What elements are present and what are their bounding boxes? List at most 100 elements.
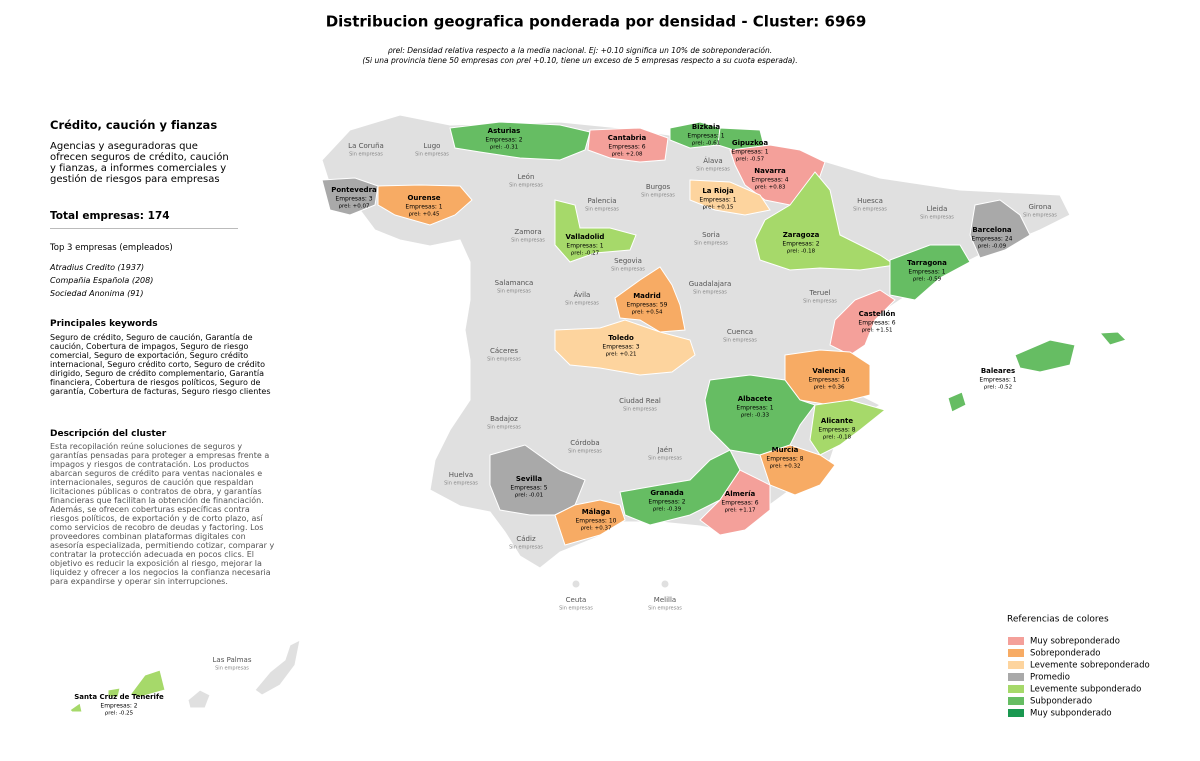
province-shape bbox=[947, 391, 967, 413]
province-rho: ρrel: +1.51 bbox=[862, 328, 893, 334]
province-rho: ρrel: +0.37 bbox=[581, 526, 613, 532]
province-status: Sin empresas bbox=[1023, 213, 1057, 219]
province-companies: Empresas: 8 bbox=[766, 456, 803, 463]
keywords-title: Principales keywords bbox=[50, 319, 158, 329]
province-shape bbox=[129, 669, 166, 698]
total: Total empresas: 174 bbox=[50, 210, 170, 222]
province-shape bbox=[969, 199, 1031, 259]
province-name: Segovia bbox=[614, 257, 642, 265]
province-status: Sin empresas bbox=[641, 193, 675, 199]
province-name: Ciudad Real bbox=[619, 397, 661, 405]
province-companies: Empresas: 2 bbox=[100, 703, 137, 710]
legend-label: Levemente sobreponderado bbox=[1030, 661, 1150, 671]
province-name: Gipuzkoa bbox=[732, 139, 768, 147]
province-shape bbox=[1014, 339, 1076, 373]
cluster-name: Crédito, caución y fianzas bbox=[50, 118, 218, 132]
province-rho: ρrel: -0.18 bbox=[823, 435, 852, 441]
province-rho: ρrel: -0.31 bbox=[490, 145, 518, 151]
las-palmas-island bbox=[187, 689, 211, 709]
province-name: Cádiz bbox=[516, 535, 536, 543]
province-rho: ρrel: -0.01 bbox=[515, 493, 543, 499]
province-status: Sin empresas bbox=[648, 606, 682, 612]
province-rho: ρrel: -0.33 bbox=[741, 413, 770, 419]
province-status: Sin empresas bbox=[585, 207, 619, 213]
province-name: Salamanca bbox=[495, 279, 534, 287]
legend: Referencias de colores Muy sobreponderado… bbox=[1007, 615, 1150, 719]
province-status: Sin empresas bbox=[497, 289, 531, 295]
province-companies: Empresas: 2 bbox=[485, 137, 522, 144]
legend-title: Referencias de colores bbox=[1007, 615, 1109, 625]
province-status: Sin empresas bbox=[487, 357, 521, 363]
province-name: Málaga bbox=[582, 508, 611, 516]
province-shape bbox=[689, 179, 771, 216]
legend-swatch bbox=[1008, 661, 1024, 669]
province-name: Álava bbox=[703, 156, 722, 165]
province-name: Barcelona bbox=[972, 226, 1012, 234]
province-shape bbox=[614, 266, 686, 333]
legend-swatch bbox=[1008, 685, 1024, 693]
province-companies: Empresas: 1 bbox=[687, 133, 724, 140]
province-rho: ρrel: -0.09 bbox=[978, 244, 1007, 250]
province-name: Murcia bbox=[772, 446, 799, 454]
province-status: Sin empresas bbox=[568, 449, 602, 455]
province-name: Palencia bbox=[588, 197, 617, 205]
province-rho: ρrel: +2.08 bbox=[612, 152, 644, 158]
province-name: Valladolid bbox=[566, 233, 605, 241]
province-shape bbox=[829, 289, 896, 356]
province-shape bbox=[587, 127, 669, 163]
province-rho: ρrel: +0.15 bbox=[703, 205, 735, 211]
province-name: Huesca bbox=[857, 197, 883, 205]
province-rho: ρrel: -0.52 bbox=[984, 385, 1012, 391]
province-rho: ρrel: +0.32 bbox=[770, 464, 801, 470]
province-companies: Empresas: 59 bbox=[627, 302, 668, 309]
province-rho: ρrel: +0.54 bbox=[632, 310, 664, 316]
province-companies: Empresas: 1 bbox=[566, 243, 603, 250]
province-status: Sin empresas bbox=[559, 606, 593, 612]
province-companies: Empresas: 6 bbox=[608, 144, 645, 151]
province-rho: ρrel: -0.57 bbox=[736, 157, 765, 163]
top-company: Sociedad Anonima (91) bbox=[50, 289, 144, 298]
province-name: Soria bbox=[702, 231, 720, 239]
divider bbox=[50, 228, 238, 229]
province-status: Sin empresas bbox=[853, 207, 887, 213]
legend-label: Subponderado bbox=[1030, 697, 1092, 707]
province-status: Sin empresas bbox=[696, 167, 730, 173]
province-rho: ρrel: -0.39 bbox=[653, 507, 682, 513]
province-companies: Empresas: 3 bbox=[602, 344, 639, 351]
top-title: Top 3 empresas (empleados) bbox=[50, 243, 173, 253]
province-status: Sin empresas bbox=[509, 183, 543, 189]
province-companies: Empresas: 8 bbox=[818, 427, 855, 434]
province-name: Huelva bbox=[449, 471, 473, 479]
province-name: Santa Cruz de Tenerife bbox=[74, 693, 164, 701]
province-name: Córdoba bbox=[570, 439, 599, 447]
province-companies: Empresas: 10 bbox=[576, 518, 617, 525]
province-rho: ρrel: -0.18 bbox=[787, 249, 816, 255]
province-name: Toledo bbox=[608, 334, 634, 342]
province-rho: ρrel: +0.07 bbox=[339, 204, 371, 210]
province-name: Lleida bbox=[927, 205, 948, 213]
province-companies: Empresas: 1 bbox=[731, 149, 768, 156]
province-name: Navarra bbox=[754, 167, 786, 175]
province-status: Sin empresas bbox=[611, 267, 645, 273]
province-name: Cantabria bbox=[608, 134, 647, 142]
province-shape bbox=[809, 399, 887, 456]
las-palmas-island bbox=[254, 639, 301, 696]
province-status: Sin empresas bbox=[509, 545, 543, 551]
province-status: Sin empresas bbox=[565, 301, 599, 307]
province-shape bbox=[889, 244, 971, 301]
province-name: Pontevedra bbox=[331, 186, 377, 194]
province-status: Sin empresas bbox=[648, 456, 682, 462]
province-name: Castellón bbox=[859, 310, 896, 318]
province-status: Sin empresas bbox=[511, 238, 545, 244]
province-companies: Empresas: 2 bbox=[782, 241, 819, 248]
province-rho: ρrel: -0.25 bbox=[105, 711, 134, 717]
province-name: Girona bbox=[1028, 203, 1051, 211]
province-name: Zamora bbox=[514, 228, 541, 236]
province-companies: Empresas: 2 bbox=[648, 499, 685, 506]
description-title: Descripción del cluster bbox=[50, 429, 167, 439]
province-name: Badajoz bbox=[490, 415, 518, 423]
province-shape bbox=[554, 199, 637, 263]
province-name: Asturias bbox=[488, 127, 521, 135]
